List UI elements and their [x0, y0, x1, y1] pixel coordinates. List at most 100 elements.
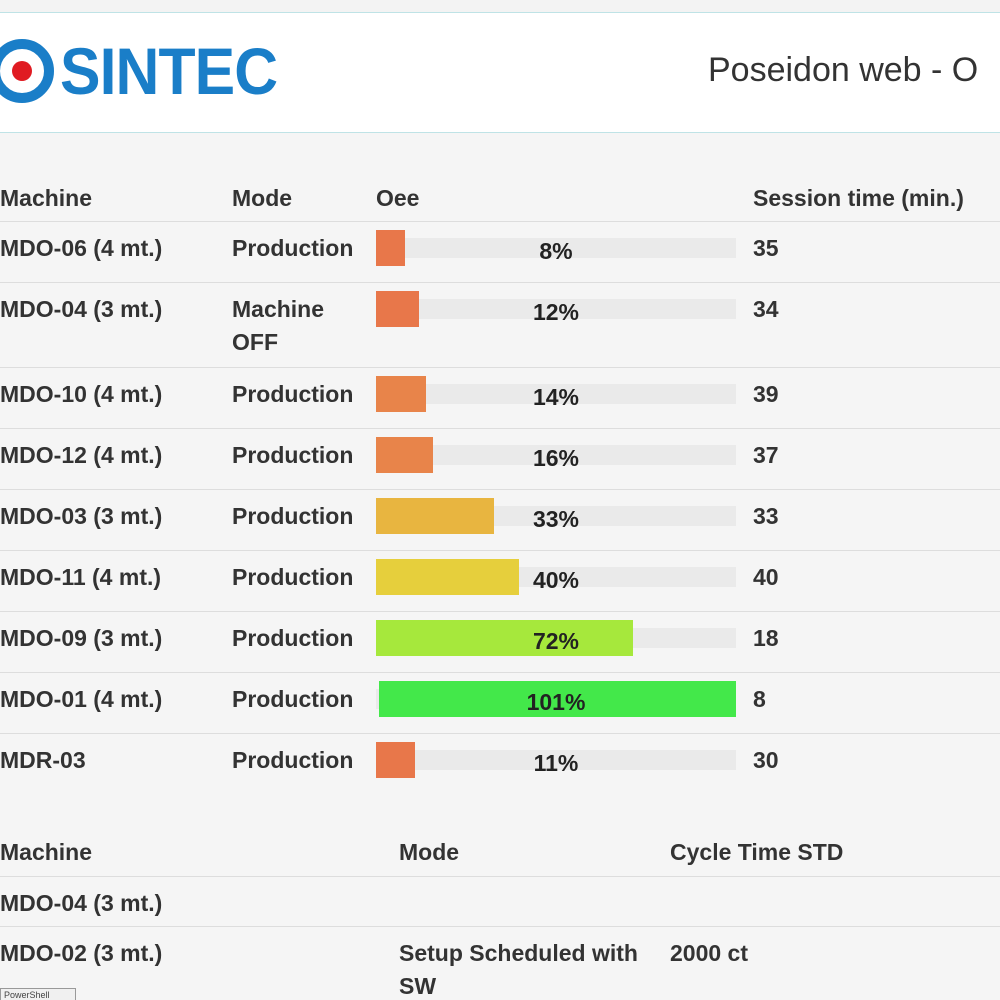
- session-time-cell: 30: [753, 747, 779, 773]
- oee-bar-fill: [376, 291, 419, 327]
- machine-cell: MDO-12 (4 mt.): [0, 442, 163, 468]
- oee-value-label: 40%: [532, 567, 580, 593]
- sintec-logo: SINTEC: [0, 35, 296, 107]
- mode-cell: Production: [232, 564, 354, 590]
- oee-bar-track: [376, 299, 736, 319]
- col-header-machine: Machine: [0, 838, 93, 865]
- mode-cell: Production: [232, 442, 354, 468]
- oee-bar-fill: [376, 376, 426, 412]
- oee-cell: 33%: [376, 490, 753, 551]
- oee-value-label: 12%: [532, 299, 580, 325]
- oee-bar-fill: [376, 437, 433, 473]
- table-row: MDO-02 (3 mt.) Setup Scheduled with SW 200…: [0, 926, 1000, 1000]
- oee-value-label: 11%: [533, 750, 579, 776]
- oee-bar: 16%: [376, 437, 736, 473]
- machine-cell: MDO-06 (4 mt.): [0, 235, 163, 261]
- mode-cell: Production: [232, 381, 354, 407]
- oee-cell: 8%: [376, 222, 753, 283]
- oee-bar-track: [376, 384, 736, 404]
- cycle-header-row: Machine Mode Cycle Time STD: [0, 828, 1000, 877]
- top-strip: [0, 0, 1000, 13]
- oee-bar: 12%: [376, 291, 736, 327]
- col-header-oee: Oee: [376, 184, 420, 211]
- oee-bar: 72%: [376, 620, 736, 656]
- oee-cell: 72%: [376, 612, 753, 673]
- oee-bar-fill: [376, 230, 405, 266]
- mode-cell: Production: [232, 686, 354, 712]
- session-time-cell: 39: [753, 381, 779, 407]
- mode-cell: [399, 877, 670, 927]
- mode-cell: Production: [232, 235, 354, 261]
- oee-bar: 8%: [376, 230, 736, 266]
- oee-value-label: 8%: [539, 238, 573, 264]
- sessions-header-row: Machine Mode Oee Session time (min.): [0, 175, 1000, 222]
- session-time-cell: 40: [753, 564, 779, 590]
- col-header-machine: Machine: [0, 184, 93, 211]
- session-time-cell: 18: [753, 625, 779, 651]
- table-row: MDR-03 Production 11% 30: [0, 733, 1000, 795]
- oee-value-label: 16%: [532, 445, 580, 471]
- session-time-cell: 37: [753, 442, 779, 468]
- machine-cell: MDO-03 (3 mt.): [0, 503, 163, 529]
- oee-cell: 14%: [376, 368, 753, 429]
- session-time-cell: 34: [753, 296, 779, 322]
- table-row: MDO-11 (4 mt.) Production 40% 40: [0, 550, 1000, 612]
- oee-bar-fill: [376, 498, 494, 534]
- table-row: MDO-12 (4 mt.) Production 16% 37: [0, 428, 1000, 490]
- mode-cell: Setup Scheduled with SW: [399, 940, 638, 999]
- oee-bar-fill: [379, 681, 736, 717]
- oee-bar: 14%: [376, 376, 736, 412]
- oee-value-label: 14%: [532, 384, 580, 410]
- taskbar-powershell-tab[interactable]: PowerShell: [0, 988, 76, 1000]
- table-row: MDO-01 (4 mt.) Production 101% 8: [0, 672, 1000, 734]
- oee-cell: 40%: [376, 551, 753, 612]
- cycle-time-cell: [670, 877, 1000, 927]
- table-row: MDO-09 (3 mt.) Production 72% 18: [0, 611, 1000, 673]
- oee-value-label: 72%: [532, 628, 580, 654]
- oee-cell: 101%: [376, 673, 753, 734]
- col-header-session-time: Session time (min.): [753, 184, 964, 211]
- oee-value-label: 101%: [526, 689, 586, 715]
- col-header-mode: Mode: [232, 184, 293, 211]
- mode-cell: Production: [232, 747, 354, 773]
- oee-bar-fill: [376, 742, 415, 778]
- oee-bar: 33%: [376, 498, 736, 534]
- col-header-mode: Mode: [399, 838, 460, 865]
- logo-text: SINTEC: [60, 34, 278, 108]
- oee-bar-track: [376, 750, 736, 770]
- session-time-cell: 8: [753, 686, 766, 712]
- header: SINTEC Poseidon web - O: [0, 13, 1000, 133]
- logo-dot-icon: [12, 61, 32, 81]
- machine-cell: MDO-04 (3 mt.): [0, 890, 163, 916]
- machine-cell: MDR-03: [0, 747, 86, 773]
- cycle-time-cell: 2000 ct: [670, 940, 749, 966]
- table-row: MDO-04 (3 mt.): [0, 876, 1000, 927]
- oee-bar-track: [376, 445, 736, 465]
- table-row: MDO-06 (4 mt.) Production 8% 35: [0, 221, 1000, 283]
- oee-bar: 40%: [376, 559, 736, 595]
- mode-cell: Machine OFF: [232, 296, 325, 355]
- machine-cell: MDO-11 (4 mt.): [0, 564, 162, 590]
- oee-cell: 11%: [376, 734, 753, 795]
- oee-bar-track: [376, 238, 736, 258]
- oee-bar-fill: [376, 620, 633, 656]
- mode-cell: Production: [232, 625, 354, 651]
- machine-cell: MDO-10 (4 mt.): [0, 381, 163, 407]
- oee-bar: 11%: [376, 742, 736, 778]
- oee-cell: 12%: [376, 283, 753, 368]
- machine-cell: MDO-09 (3 mt.): [0, 625, 163, 651]
- sessions-table: Machine Mode Oee Session time (min.) MDO…: [0, 175, 1000, 795]
- col-header-cycle-time: Cycle Time STD: [670, 838, 844, 865]
- session-time-cell: 35: [753, 235, 779, 261]
- sintec-logo-mark-icon: [0, 39, 54, 103]
- table-row: MDO-04 (3 mt.) Machine OFF 12% 34: [0, 282, 1000, 368]
- oee-bar-fill: [376, 559, 519, 595]
- oee-bar: 101%: [376, 681, 736, 717]
- table-row: MDO-03 (3 mt.) Production 33% 33: [0, 489, 1000, 551]
- machine-cell: MDO-01 (4 mt.): [0, 686, 163, 712]
- oee-cell: 16%: [376, 429, 753, 490]
- machine-cell: MDO-02 (3 mt.): [0, 940, 163, 966]
- page-title: Poseidon web - O: [708, 51, 979, 89]
- table-row: MDO-10 (4 mt.) Production 14% 39: [0, 367, 1000, 429]
